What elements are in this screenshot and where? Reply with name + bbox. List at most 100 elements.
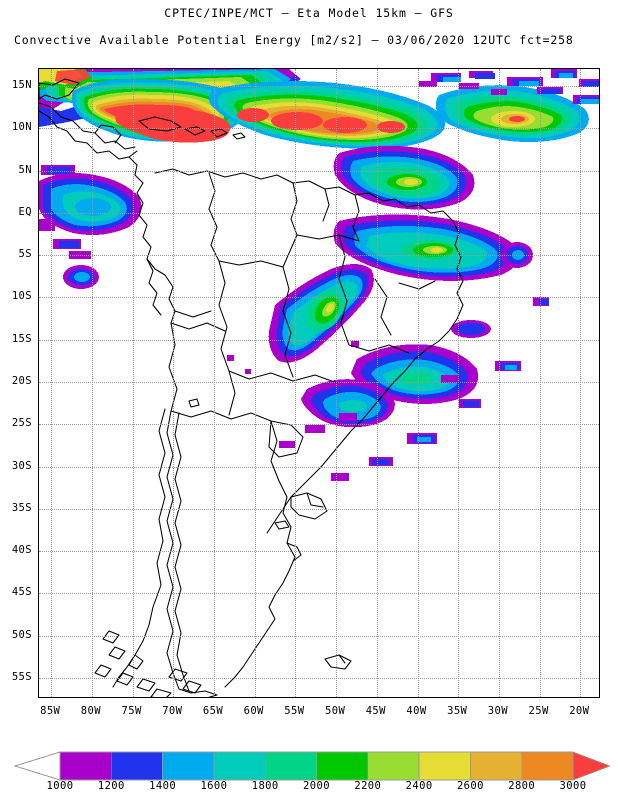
tick-mark-y bbox=[38, 297, 39, 298]
gridline-vertical bbox=[458, 69, 460, 697]
gridline-horizontal bbox=[39, 128, 599, 130]
tick-mark-y bbox=[38, 171, 39, 172]
x-axis-tick-label: 75W bbox=[121, 705, 142, 717]
tick-mark-y bbox=[38, 551, 39, 552]
colorbar-bin bbox=[316, 751, 369, 781]
tick-mark-x bbox=[214, 697, 215, 698]
colorbar-bin bbox=[59, 751, 112, 781]
map-plot-area bbox=[38, 68, 600, 698]
y-axis-tick-label: 30S bbox=[11, 459, 32, 472]
gridline-horizontal bbox=[39, 255, 599, 256]
y-axis-tick-label: 5N bbox=[18, 163, 32, 176]
tick-mark-x bbox=[173, 697, 174, 698]
tick-mark-x bbox=[133, 697, 134, 698]
x-axis-tick-label: 45W bbox=[365, 705, 386, 717]
tick-mark-x bbox=[336, 697, 337, 698]
gridline-vertical bbox=[173, 69, 175, 697]
gridline-vertical bbox=[91, 69, 93, 697]
gridline-horizontal bbox=[39, 508, 599, 510]
gridline-horizontal bbox=[39, 551, 599, 552]
tick-mark-y bbox=[38, 213, 39, 214]
map-canvas bbox=[39, 69, 599, 697]
chart-subtitle: Convective Available Potential Energy [m… bbox=[14, 33, 574, 47]
y-axis-tick-label: 5S bbox=[18, 248, 32, 260]
tick-mark-y bbox=[38, 128, 39, 129]
colorbar-tick-label: 2600 bbox=[456, 780, 484, 792]
gridline-vertical bbox=[295, 69, 297, 697]
x-axis-tick-label: 85W bbox=[40, 705, 61, 717]
page-title: CPTEC/INPE/MCT — Eta Model 15km — GFS bbox=[164, 6, 454, 20]
tick-mark-x bbox=[92, 697, 93, 698]
tick-mark-y bbox=[38, 340, 39, 341]
y-axis-tick-label: 40S bbox=[11, 544, 32, 556]
x-axis-tick-label: 60W bbox=[243, 705, 264, 717]
coastline-overlay bbox=[39, 78, 464, 697]
x-axis-tick-label: 30W bbox=[487, 705, 508, 717]
colorbar-bin bbox=[469, 751, 523, 781]
colorbar-bin bbox=[213, 751, 266, 781]
colorbar: 1000 1200 1400 1600 1800 2000 2200 2400 … bbox=[0, 748, 618, 800]
tick-mark-y bbox=[38, 424, 39, 425]
gridline-vertical bbox=[214, 69, 215, 697]
tick-mark-y bbox=[38, 382, 39, 383]
y-axis-tick-label: 15N bbox=[11, 78, 32, 91]
gridline-horizontal bbox=[39, 212, 599, 214]
x-axis-tick-label: 40W bbox=[406, 705, 427, 717]
x-axis-tick-label: 35W bbox=[447, 705, 468, 717]
tick-mark-y bbox=[38, 678, 39, 679]
tick-mark-x bbox=[295, 697, 296, 698]
gridline-vertical bbox=[417, 69, 419, 697]
y-axis-tick-label: 20S bbox=[11, 374, 32, 387]
x-axis-tick-label: 80W bbox=[80, 705, 101, 717]
gridline-vertical bbox=[376, 69, 378, 697]
colorbar-bin bbox=[264, 751, 317, 781]
colorbar-tick-label: 2800 bbox=[508, 780, 536, 792]
y-axis-tick-label: 25S bbox=[11, 417, 32, 430]
gridline-vertical bbox=[336, 69, 338, 697]
y-axis-tick-label: EQ bbox=[18, 205, 32, 218]
y-axis-tick-label: 50S bbox=[11, 628, 32, 641]
y-axis-tick-label: 10N bbox=[11, 121, 32, 134]
gridline-vertical bbox=[51, 69, 53, 697]
gridline-vertical bbox=[498, 69, 500, 697]
colorbar-under-arrow bbox=[13, 751, 61, 781]
colorbar-bin bbox=[110, 751, 164, 781]
x-axis-tick-label: 65W bbox=[202, 705, 224, 717]
gridline-vertical bbox=[132, 69, 134, 697]
tick-mark-x bbox=[255, 697, 256, 698]
gridline-horizontal bbox=[39, 593, 599, 595]
tick-mark-y bbox=[38, 86, 39, 87]
colorbar-tick-label: 2400 bbox=[405, 780, 433, 792]
colorbar-swatches bbox=[13, 751, 612, 781]
tick-mark-y bbox=[38, 636, 39, 637]
gridline-vertical bbox=[254, 69, 256, 697]
tick-mark-x bbox=[499, 697, 500, 698]
gridline-horizontal bbox=[39, 339, 599, 341]
colorbar-over-arrow bbox=[572, 751, 612, 781]
y-axis-tick-label: 10S bbox=[11, 290, 32, 303]
gridline-horizontal bbox=[39, 635, 599, 637]
colorbar-tick-label: 2200 bbox=[354, 780, 382, 792]
colorbar-tick-label: 1800 bbox=[251, 780, 279, 792]
tick-mark-x bbox=[540, 697, 541, 698]
x-axis-tick-label: 70W bbox=[162, 705, 183, 717]
tick-mark-x bbox=[458, 697, 459, 698]
gridline-vertical bbox=[580, 69, 582, 697]
colorbar-bin bbox=[162, 751, 215, 781]
colorbar-bin bbox=[367, 751, 420, 781]
colorbar-tick-label: 2000 bbox=[303, 780, 330, 792]
x-axis-tick-label: 50W bbox=[325, 705, 346, 717]
tick-mark-y bbox=[38, 509, 39, 510]
gridline-horizontal bbox=[39, 85, 599, 87]
gridline-horizontal bbox=[39, 381, 599, 383]
gridline-horizontal bbox=[39, 466, 599, 468]
y-axis-tick-label: 45S bbox=[11, 586, 32, 599]
tick-mark-x bbox=[51, 697, 52, 698]
cape-field-raster bbox=[39, 69, 599, 481]
tick-mark-x bbox=[377, 697, 378, 698]
gridline-horizontal bbox=[39, 677, 599, 679]
colorbar-tick-label: 1000 bbox=[46, 780, 74, 792]
colorbar-bin bbox=[521, 751, 574, 781]
x-axis-tick-label: 55W bbox=[284, 705, 305, 717]
tick-mark-y bbox=[38, 255, 39, 256]
